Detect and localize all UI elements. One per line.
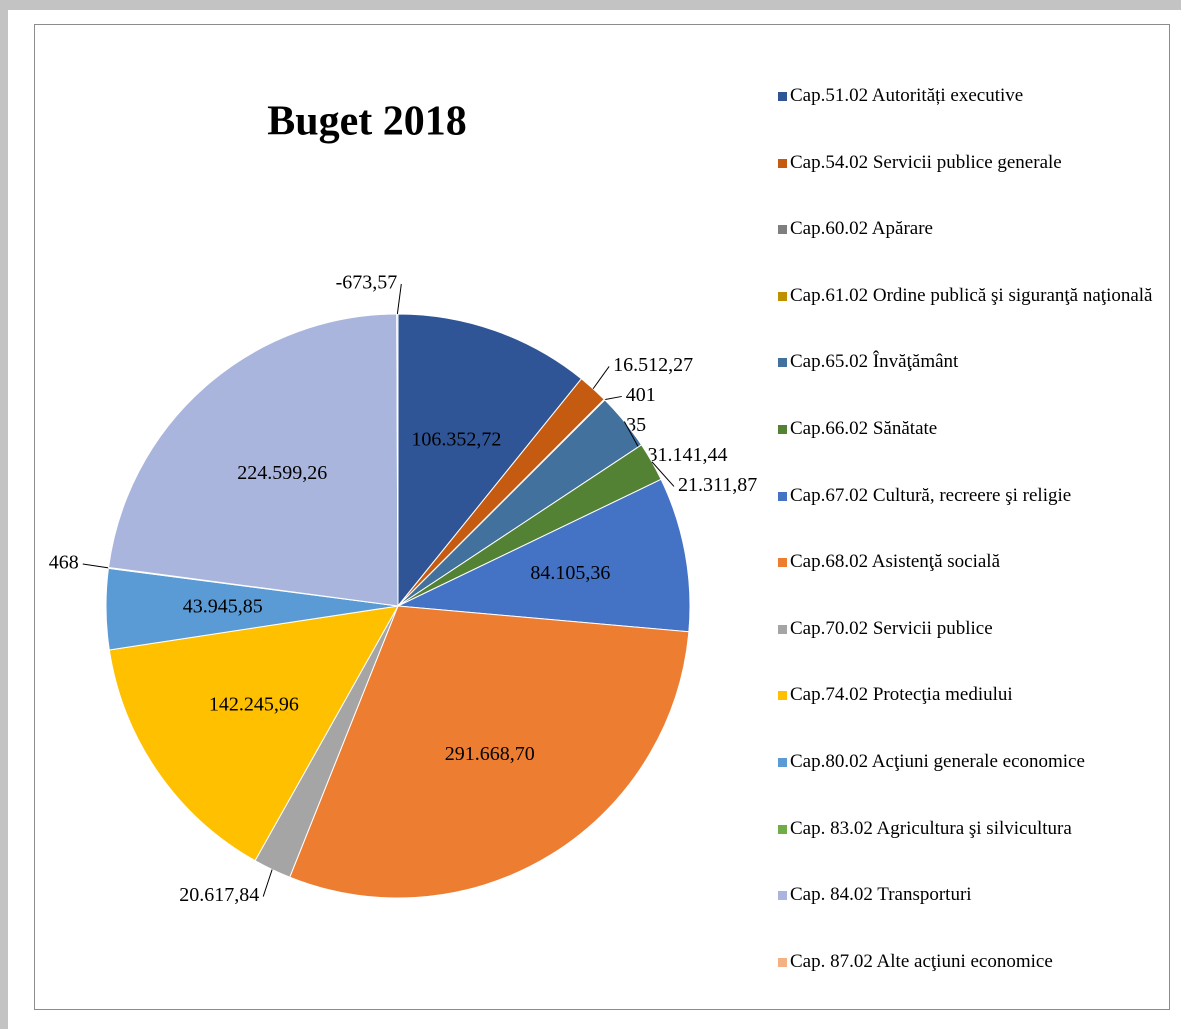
legend-label: Cap.67.02 Cultură, recreere şi religie — [790, 484, 1072, 506]
legend-item: Cap.54.02 Servicii publice generale — [778, 151, 1160, 175]
legend-label: Cap.80.02 Acţiuni generale economice — [790, 751, 1085, 772]
legend-label: Cap. 84.02 Transporturi — [790, 884, 972, 906]
pie-slice — [289, 605, 690, 899]
data-label: 31.141,44 — [648, 444, 728, 466]
legend-item: Cap. 87.02 Alte acţiuni economice — [778, 950, 1160, 974]
pie-slice — [396, 313, 399, 607]
data-label: 291.668,70 — [445, 743, 535, 765]
legend-swatch — [778, 491, 787, 501]
legend-item: Cap.70.02 Servicii publice — [778, 617, 1160, 641]
leader-line — [82, 563, 109, 569]
legend-item: Cap. 83.02 Agricultura şi silvicultura — [778, 817, 1160, 841]
legend-label: Cap.61.02 Ordine publică şi siguranţă na… — [790, 284, 1153, 306]
legend-item: Cap.65.02 Învăţământ — [778, 350, 1160, 374]
data-label: 142.245,96 — [209, 693, 299, 715]
legend-item: Cap.68.02 Asistenţă socială — [778, 550, 1160, 574]
data-label: 16.512,27 — [613, 354, 693, 376]
legend-swatch — [778, 957, 787, 967]
data-label: 224.599,26 — [237, 462, 327, 484]
leader-line — [262, 869, 273, 897]
leader-line — [592, 366, 610, 390]
data-label: 84.105,36 — [530, 562, 610, 584]
chart-frame — [34, 24, 1170, 1010]
legend-swatch — [778, 425, 787, 434]
legend-item: Cap.80.02 Acţiuni generale economice — [778, 750, 1160, 774]
legend-label: Cap.74.02 Protecţia mediului — [790, 684, 1013, 706]
pie-slice — [397, 313, 583, 608]
chart-title: Buget 2018 — [267, 99, 467, 145]
legend-swatch — [778, 358, 787, 368]
data-label: 106.352,72 — [411, 428, 501, 450]
legend-swatch — [778, 558, 787, 568]
data-label: 43.945,85 — [183, 595, 263, 617]
leader-line — [651, 461, 675, 487]
legend-item: Cap. 84.02 Transporturi — [778, 883, 1160, 907]
pie-slice — [107, 313, 399, 607]
legend-label: Cap. 83.02 Agricultura şi silvicultura — [790, 817, 1072, 839]
legend-item: Cap.60.02 Apărare — [778, 217, 1160, 241]
data-label: 20.617,84 — [179, 884, 259, 906]
legend-swatch — [778, 624, 787, 634]
legend-swatch — [778, 158, 787, 168]
legend-swatch — [778, 92, 787, 101]
pie-slice — [108, 605, 399, 862]
data-label: 468 — [49, 552, 79, 574]
legend-label: Cap. 87.02 Alte acţiuni economice — [790, 950, 1053, 972]
legend-item: Cap.51.02 Autorități executive — [778, 84, 1160, 108]
legend-item: Cap.66.02 Sănătate — [778, 417, 1160, 441]
legend-label: Cap.54.02 Servicii publice generale — [790, 151, 1062, 173]
leader-line — [396, 283, 402, 315]
pie-slice — [396, 478, 691, 633]
legend-swatch — [778, 824, 787, 834]
legend-swatch — [778, 291, 787, 301]
legend-swatch — [778, 891, 787, 901]
data-label: -673,57 — [336, 272, 398, 294]
legend-label: Cap.68.02 Asistenţă socială — [790, 551, 1001, 573]
legend-label: Cap.60.02 Apărare — [790, 218, 933, 240]
legend-label: Cap.65.02 Învăţământ — [790, 351, 959, 373]
legend-label: Cap.70.02 Servicii publice — [790, 617, 993, 639]
data-label: 401 — [626, 384, 656, 406]
legend-item: Cap.61.02 Ordine publică şi siguranţă na… — [778, 284, 1160, 308]
legend-label: Cap.51.02 Autorități executive — [790, 85, 1024, 106]
legend-item: Cap.67.02 Cultură, recreere şi religie — [778, 484, 1160, 508]
legend-swatch — [778, 758, 787, 767]
legend-swatch — [778, 691, 787, 701]
legend-item: Cap.74.02 Protecţia mediului — [778, 683, 1160, 707]
data-label: 21.311,87 — [678, 474, 757, 496]
leader-line — [604, 395, 622, 401]
legend-label: Cap.66.02 Sănătate — [790, 418, 938, 439]
legend-swatch — [778, 225, 787, 235]
